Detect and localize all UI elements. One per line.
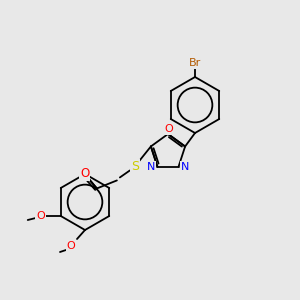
Text: O: O [67,241,75,251]
Text: O: O [80,167,89,180]
Text: Br: Br [189,58,201,68]
Text: O: O [165,124,173,134]
Text: N: N [147,162,156,172]
Text: N: N [180,162,189,172]
Text: O: O [36,211,45,221]
Text: S: S [131,160,139,173]
